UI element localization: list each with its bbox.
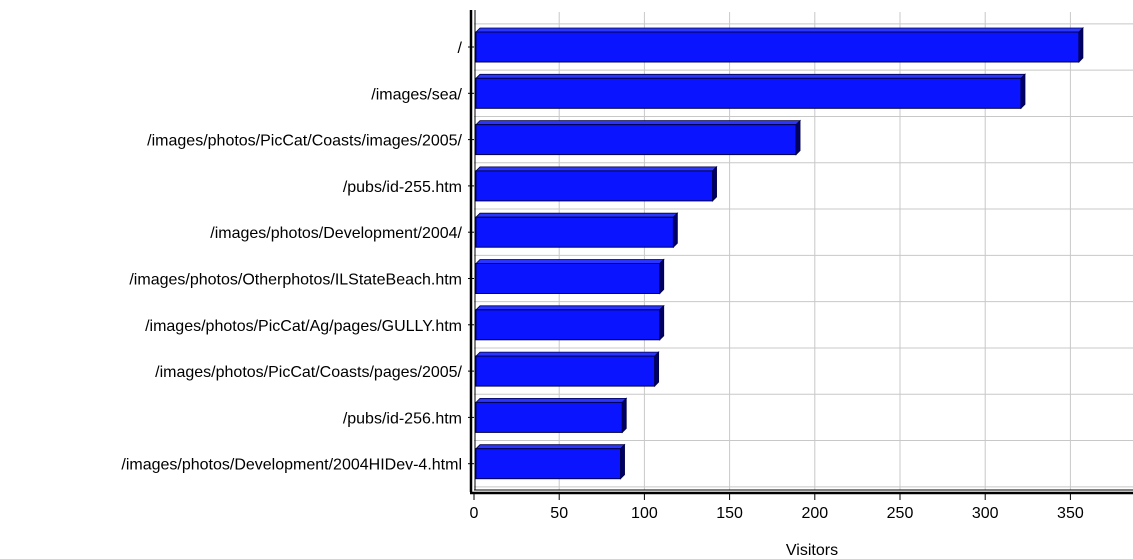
bar-front-face bbox=[475, 355, 656, 387]
category-label: /images/photos/PicCat/Coasts/pages/2005/ bbox=[155, 364, 462, 381]
bar bbox=[475, 443, 626, 480]
bar bbox=[475, 212, 679, 249]
bar-top-face bbox=[475, 351, 660, 357]
bar-top-face bbox=[475, 166, 718, 172]
bar-front-face bbox=[475, 216, 674, 248]
bar-side-face bbox=[620, 443, 625, 480]
bar-front-face bbox=[475, 309, 661, 341]
bar-side-face bbox=[621, 397, 627, 434]
bar-top-face bbox=[475, 73, 1026, 79]
x-tick-label: 150 bbox=[716, 505, 743, 522]
x-tick-label: 300 bbox=[972, 505, 999, 522]
bar bbox=[475, 27, 1084, 63]
x-axis-title: Visitors bbox=[786, 542, 838, 559]
bar-side-face bbox=[795, 119, 801, 156]
category-label: /images/photos/Development/2004HIDev-4.h… bbox=[121, 457, 462, 474]
bar-front-face bbox=[475, 170, 714, 202]
bar bbox=[475, 351, 660, 388]
tick-labels: 0 50 100 150 200 250 300 350 bbox=[470, 505, 1084, 522]
bar-side-face bbox=[712, 165, 717, 202]
category-label: /images/photos/PicCat/Ag/pages/GULLY.htm bbox=[145, 318, 462, 335]
category-labels: / /images/sea/ /images/photos/PicCat/Coast… bbox=[121, 40, 462, 474]
bar-top-face bbox=[475, 305, 665, 311]
bar bbox=[475, 119, 802, 156]
bar bbox=[475, 397, 628, 434]
bar-side-face bbox=[659, 258, 665, 295]
x-tick-label: 100 bbox=[631, 505, 658, 522]
category-label: /images/sea/ bbox=[371, 86, 462, 103]
bar-front-face bbox=[475, 31, 1080, 63]
bar-top-face bbox=[475, 397, 628, 403]
bar-side-face bbox=[1020, 73, 1026, 110]
axes bbox=[468, 10, 1133, 500]
bar-side-face bbox=[1078, 27, 1084, 63]
x-tick-label: 350 bbox=[1057, 505, 1084, 522]
bar-top-face bbox=[475, 120, 802, 125]
bar-top-face bbox=[475, 259, 665, 264]
bar bbox=[475, 165, 718, 202]
bar-front-face bbox=[475, 77, 1022, 109]
bar bbox=[475, 304, 665, 341]
bar-front-face bbox=[475, 448, 622, 480]
bar-front-face bbox=[475, 124, 797, 156]
bar bbox=[475, 258, 665, 295]
category-label: /images/photos/PicCat/Coasts/images/2005… bbox=[147, 133, 462, 150]
category-label: /images/photos/Development/2004/ bbox=[210, 225, 462, 242]
category-label: /pubs/id-255.htm bbox=[343, 179, 462, 196]
bar-side-face bbox=[659, 304, 665, 341]
category-label: /images/photos/Otherphotos/ILStateBeach.… bbox=[129, 272, 462, 289]
bar-top-face bbox=[475, 212, 679, 218]
x-tick-label: 0 bbox=[470, 505, 479, 522]
x-tick-label: 200 bbox=[801, 505, 828, 522]
category-label: / bbox=[458, 40, 463, 57]
x-tick-label: 250 bbox=[887, 505, 914, 522]
bar-top-face bbox=[475, 27, 1084, 33]
bar-front-face bbox=[475, 401, 623, 433]
bar-top-face bbox=[475, 444, 626, 450]
category-label: /pubs/id-256.htm bbox=[343, 410, 462, 427]
x-tick-label: 50 bbox=[550, 505, 568, 522]
bars bbox=[475, 27, 1084, 480]
bar bbox=[475, 73, 1026, 110]
bar-side-face bbox=[654, 351, 660, 388]
bar-side-face bbox=[672, 212, 678, 249]
bar-front-face bbox=[475, 263, 661, 294]
